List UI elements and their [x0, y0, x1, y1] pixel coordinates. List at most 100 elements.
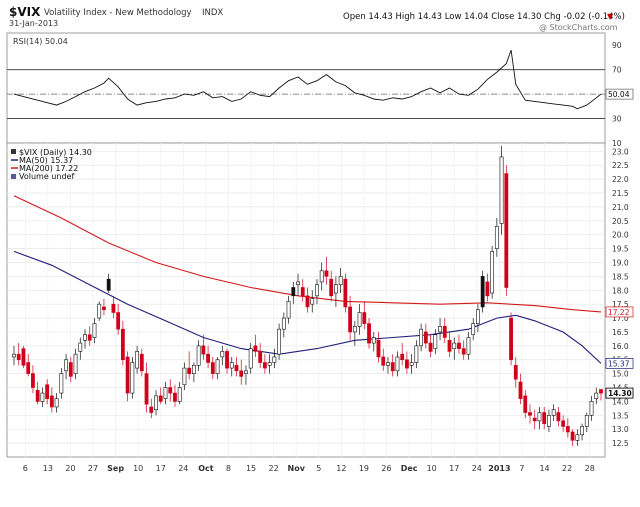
candle-body	[509, 317, 513, 361]
price-tick-label: 22.0	[612, 175, 629, 184]
x-tick-label: 24	[472, 464, 482, 473]
x-tick-label: 5	[316, 464, 321, 473]
candle-body	[125, 356, 130, 394]
price-tick-label: 18.0	[612, 286, 629, 295]
candle-body	[78, 342, 83, 352]
candle-body	[575, 434, 580, 441]
rsi-panel: 9070503010 RSI(14) 50.04 50.04	[6, 32, 634, 148]
candle-body	[499, 156, 504, 224]
rsi-tick-label: 90	[612, 41, 622, 50]
price-tick-label: 21.5	[612, 189, 629, 198]
candle-body	[400, 353, 405, 361]
x-tick-label: 22	[562, 464, 572, 473]
candle-body	[334, 284, 338, 294]
candle-body	[300, 287, 305, 297]
ma200-value-tag: 17.22	[605, 306, 634, 318]
price-tick-label: 18.5	[612, 272, 629, 281]
ma200-tag-text: 17.22	[608, 308, 630, 317]
candle-body	[532, 417, 537, 422]
price-tick-label: 16.5	[612, 328, 629, 337]
ohlc-stats: Open 14.43 High 14.43 Low 14.04 Close 14…	[343, 12, 625, 22]
candle-body	[324, 270, 329, 277]
x-tick-label: Dec	[401, 464, 418, 473]
candle-body	[163, 387, 168, 399]
x-tick-label: 10	[427, 464, 437, 473]
symbol-label: $VIX	[9, 5, 41, 19]
legend-candle-icon	[11, 149, 16, 154]
candle-body	[376, 339, 381, 358]
candle-body	[551, 409, 556, 416]
candle-body	[225, 351, 229, 369]
x-tick-label: 20	[65, 464, 75, 473]
candle-body	[296, 281, 300, 286]
x-tick-label: 27	[88, 464, 98, 473]
price-tick-label: 19.5	[612, 245, 629, 254]
candle-body	[556, 412, 561, 422]
candle-body	[584, 415, 589, 427]
ma50-tag-box	[605, 358, 634, 369]
candle-body	[423, 331, 428, 344]
price-y-axis: 23.0 22.5 22.0 21.5 21.0 20.5 20.0 19.5 19.0 18.5…	[612, 147, 629, 448]
candle-body	[102, 306, 106, 311]
x-axis: 6 13 20 27 Sep 10 17 24 Oct 8 15 22 Nov 5 12 19 26 Dec 10 1…	[23, 464, 595, 473]
candle-body	[40, 392, 45, 402]
price-tick-label: 17.5	[612, 300, 629, 309]
candle-body	[485, 281, 490, 297]
candle-body	[362, 312, 367, 324]
watermark: @ StockCharts.com	[539, 23, 618, 32]
candle-body	[471, 323, 476, 336]
candle-body	[229, 362, 234, 369]
candle-body	[158, 395, 163, 402]
candle-body	[442, 326, 447, 338]
candle-body	[187, 367, 192, 374]
candle-body	[352, 326, 357, 333]
legend-volume: Volume undef	[19, 172, 74, 181]
candle-body	[31, 373, 35, 388]
candle-body	[239, 370, 244, 377]
price-tick-label: 20.0	[612, 231, 629, 240]
date-label: 31-Jan-2013	[9, 19, 58, 28]
x-tick-label: 6	[23, 464, 28, 473]
candle-body	[281, 317, 286, 330]
x-gridlines	[24, 143, 591, 457]
candle-body	[262, 362, 267, 369]
candle-body	[139, 353, 144, 372]
x-tick-label: 7	[519, 464, 524, 473]
candle-body	[234, 365, 239, 372]
price-tick-label: 12.5	[612, 439, 629, 448]
candle-body	[16, 353, 21, 361]
candle-body	[286, 301, 291, 319]
price-tick-label: 16.0	[612, 342, 629, 351]
candle-body	[173, 392, 177, 402]
candle-body	[537, 412, 542, 422]
legend-ma200: MA(200) 17.22	[19, 164, 78, 173]
candle-body	[305, 295, 310, 308]
candle-body	[291, 287, 296, 297]
candle-body	[457, 342, 461, 349]
candle-body	[357, 312, 362, 327]
x-tick-label: 14	[539, 464, 549, 473]
x-tick-label: Nov	[288, 464, 306, 473]
candle-body	[367, 323, 371, 344]
candle-body	[215, 359, 220, 374]
candle-body	[248, 348, 253, 369]
x-tick-label: 15	[246, 464, 256, 473]
candle-body	[329, 278, 334, 297]
x-tick-label: Sep	[107, 464, 124, 473]
candle-body	[315, 284, 319, 297]
candle-body	[409, 362, 414, 366]
price-tick-label: 15.0	[612, 370, 629, 379]
candle-body	[49, 395, 54, 408]
exchange-label: INDX	[202, 8, 223, 18]
candle-body	[395, 356, 400, 372]
candle-body	[428, 342, 433, 352]
x-tick-label: 26	[381, 464, 391, 473]
candlestick-series	[12, 145, 603, 446]
price-tick-label: 13.0	[612, 425, 629, 434]
candle-body	[277, 328, 281, 355]
candle-body	[414, 345, 419, 363]
x-tick-label: 8	[226, 464, 231, 473]
candle-body	[476, 309, 480, 324]
candle-body	[523, 395, 528, 413]
